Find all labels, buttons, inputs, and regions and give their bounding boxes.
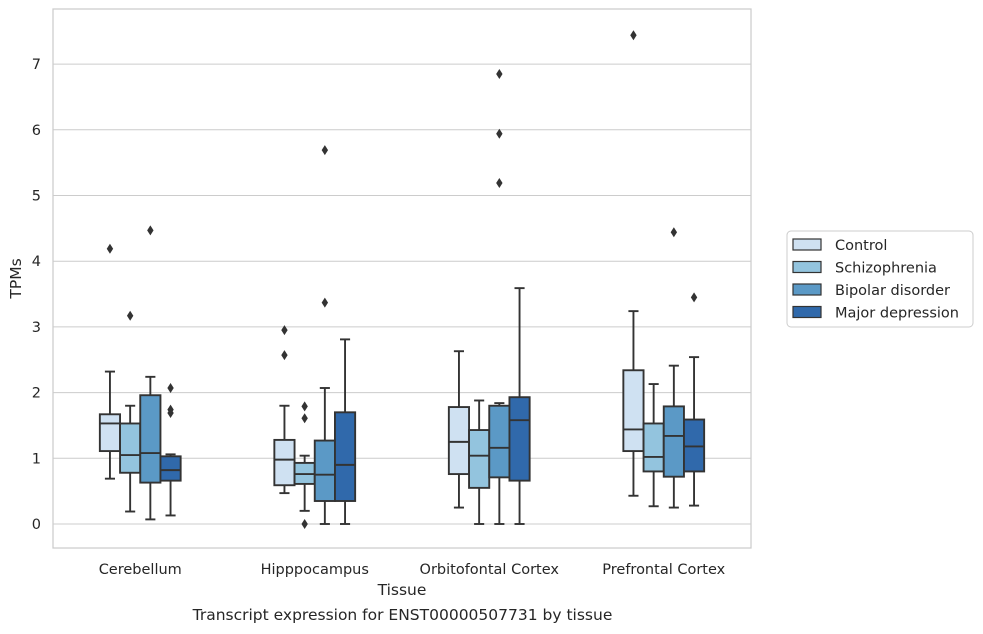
y-axis-label: TPMs	[7, 258, 25, 299]
y-tick-label: 7	[32, 57, 41, 73]
box-group-prefrontal-cortex	[622, 30, 706, 509]
box-group-hipppocampus	[273, 145, 357, 529]
legend-label: Control	[835, 238, 887, 254]
legend-swatch	[792, 305, 822, 319]
outlier-point	[321, 145, 329, 156]
box-control	[98, 243, 121, 480]
plot-frame	[52, 8, 752, 549]
box-iqr	[159, 455, 182, 482]
box-control	[622, 30, 645, 497]
box-iqr	[273, 438, 296, 487]
x-tick-label: Prefrontal Cortex	[602, 562, 725, 578]
outlier-point	[630, 30, 637, 41]
box-iqr	[622, 369, 645, 453]
y-tick-label: 0	[32, 517, 41, 533]
y-tick-label: 1	[32, 451, 41, 467]
box-bipolar-disorder	[662, 227, 685, 509]
y-tick-label: 2	[32, 386, 41, 402]
outlier-point	[301, 519, 308, 529]
box-bipolar-disorder	[139, 225, 162, 521]
box-group-orbitofontal-cortex	[447, 68, 531, 525]
outlier-point	[301, 401, 308, 412]
x-tick-labels: Cerebellum Hipppocampus Orbitofontal Corte…	[99, 562, 726, 578]
legend-swatch	[792, 283, 822, 296]
x-tick-label: Hipppocampus	[261, 562, 369, 578]
y-tick-label: 6	[32, 123, 41, 139]
outlier-point	[126, 310, 134, 321]
box-iqr	[98, 413, 121, 453]
legend-swatch	[792, 260, 822, 274]
box-group-cerebellum	[98, 225, 182, 521]
outlier-point	[147, 225, 154, 236]
y-tick-label: 3	[32, 320, 41, 336]
outlier-point	[281, 350, 288, 361]
legend: Control Schizophrenia Bipolar disorder Majo…	[786, 230, 974, 328]
box-iqr	[139, 394, 162, 484]
y-tick-label: 4	[32, 254, 41, 270]
legend-label: Bipolar disorder	[835, 283, 950, 299]
outlier-point	[281, 325, 288, 336]
outlier-point	[301, 413, 308, 424]
box-major-depression	[334, 338, 357, 525]
box-iqr	[642, 422, 665, 473]
box-iqr	[313, 439, 336, 502]
box-schizophrenia	[293, 401, 316, 529]
x-axis-label: Tissue	[377, 581, 427, 599]
legend-swatch	[792, 238, 822, 251]
outlier-point	[321, 297, 329, 308]
x-tick-label: Cerebellum	[99, 562, 182, 578]
outlier-point	[670, 227, 678, 238]
box-iqr	[662, 405, 685, 478]
box-bipolar-disorder	[488, 68, 511, 525]
box-major-depression	[683, 292, 706, 507]
chart-caption: Transcript expression for ENST0000050773…	[192, 606, 613, 624]
box-iqr	[119, 422, 142, 474]
y-tick-label: 5	[32, 189, 41, 205]
box-iqr	[683, 418, 706, 473]
box-iqr	[468, 429, 491, 489]
legend-label: Schizophrenia	[835, 261, 937, 277]
box-schizophrenia	[468, 399, 491, 525]
outlier-point	[690, 292, 698, 303]
y-tick-labels: 0 1 2 3 4 5 6 7	[32, 57, 41, 533]
box-iqr	[508, 396, 531, 482]
outlier-point	[496, 68, 503, 79]
box-control	[273, 325, 296, 495]
legend-label: Major depression	[835, 306, 959, 322]
box-groups	[98, 30, 706, 529]
outlier-point	[167, 383, 174, 394]
x-tick-label: Orbitofontal Cortex	[420, 562, 560, 578]
legend-box	[786, 230, 974, 328]
outlier-point	[106, 243, 114, 254]
box-bipolar-disorder	[313, 145, 336, 525]
box-iqr	[488, 404, 511, 479]
box-major-depression	[159, 383, 182, 517]
outlier-point	[167, 404, 174, 415]
outlier-point	[496, 128, 503, 139]
box-major-depression	[508, 287, 531, 525]
outlier-point	[496, 178, 503, 189]
box-iqr	[447, 406, 471, 476]
box-iqr	[334, 411, 357, 502]
box-schizophrenia	[642, 383, 665, 508]
